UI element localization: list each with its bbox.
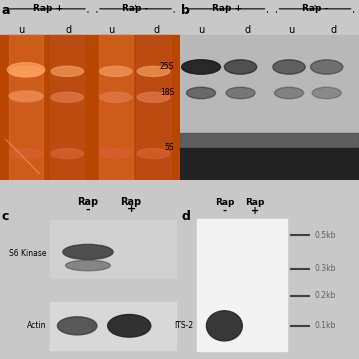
Text: -: - <box>222 206 227 216</box>
Bar <box>50 35 84 180</box>
Text: Rap: Rap <box>245 198 265 207</box>
Bar <box>0 35 180 180</box>
Text: -: - <box>86 204 90 214</box>
Text: Rap +: Rap + <box>212 4 242 14</box>
Text: d: d <box>65 25 71 35</box>
Ellipse shape <box>10 66 42 76</box>
Ellipse shape <box>99 66 132 76</box>
Ellipse shape <box>224 60 257 74</box>
Text: u: u <box>18 25 25 35</box>
Text: d: d <box>244 25 251 35</box>
Ellipse shape <box>182 60 220 74</box>
Text: a: a <box>2 4 10 18</box>
Text: +: + <box>126 204 136 214</box>
Text: 18S: 18S <box>160 88 174 97</box>
Ellipse shape <box>9 91 43 101</box>
Text: 0.1kb: 0.1kb <box>314 321 336 330</box>
Ellipse shape <box>63 244 113 260</box>
Ellipse shape <box>226 87 255 99</box>
Text: 0.3kb: 0.3kb <box>314 264 336 273</box>
Bar <box>180 35 359 180</box>
Ellipse shape <box>51 149 84 159</box>
Bar <box>50 220 176 278</box>
Text: S6 Kinase: S6 Kinase <box>9 249 47 258</box>
Bar <box>180 148 359 180</box>
Ellipse shape <box>275 87 303 99</box>
Text: Rap -: Rap - <box>302 4 328 14</box>
Ellipse shape <box>273 60 305 74</box>
Text: Rap: Rap <box>121 197 141 207</box>
Ellipse shape <box>311 60 343 74</box>
Ellipse shape <box>65 260 111 271</box>
Bar <box>50 302 176 350</box>
Text: 25S: 25S <box>160 62 174 71</box>
Text: 0.2kb: 0.2kb <box>314 291 336 300</box>
Text: 25S: 25S <box>183 67 197 76</box>
Text: Rap: Rap <box>78 197 98 207</box>
Text: 5S: 5S <box>183 149 193 158</box>
Ellipse shape <box>108 314 151 337</box>
Text: d: d <box>331 25 337 35</box>
Bar <box>9 35 43 180</box>
Ellipse shape <box>137 66 170 76</box>
Text: 18S: 18S <box>183 93 197 102</box>
Bar <box>197 219 287 351</box>
Text: u: u <box>198 25 204 35</box>
Text: Rap: Rap <box>215 198 234 207</box>
Text: d: d <box>181 210 190 223</box>
Ellipse shape <box>312 87 341 99</box>
Ellipse shape <box>7 63 45 77</box>
Text: b: b <box>181 4 190 18</box>
Ellipse shape <box>51 92 84 102</box>
Text: ITS-2: ITS-2 <box>175 321 194 330</box>
Ellipse shape <box>137 92 170 102</box>
Text: Rap -: Rap - <box>122 4 149 14</box>
Text: 5S: 5S <box>164 143 174 152</box>
Ellipse shape <box>57 317 97 335</box>
Ellipse shape <box>10 149 42 159</box>
Ellipse shape <box>10 92 42 102</box>
Ellipse shape <box>206 311 242 341</box>
Text: u: u <box>108 25 115 35</box>
Text: Actin: Actin <box>27 321 47 330</box>
Text: +: + <box>251 206 259 216</box>
Bar <box>180 133 359 180</box>
Ellipse shape <box>99 92 132 102</box>
Text: d: d <box>153 25 159 35</box>
Ellipse shape <box>99 149 132 159</box>
Text: 0.5kb: 0.5kb <box>314 231 336 240</box>
Ellipse shape <box>187 87 215 99</box>
Ellipse shape <box>137 149 170 159</box>
Text: Rap +: Rap + <box>33 4 62 14</box>
Bar <box>136 35 171 180</box>
Text: u: u <box>288 25 294 35</box>
Text: c: c <box>2 210 9 223</box>
Bar <box>99 35 133 180</box>
Ellipse shape <box>51 66 84 76</box>
